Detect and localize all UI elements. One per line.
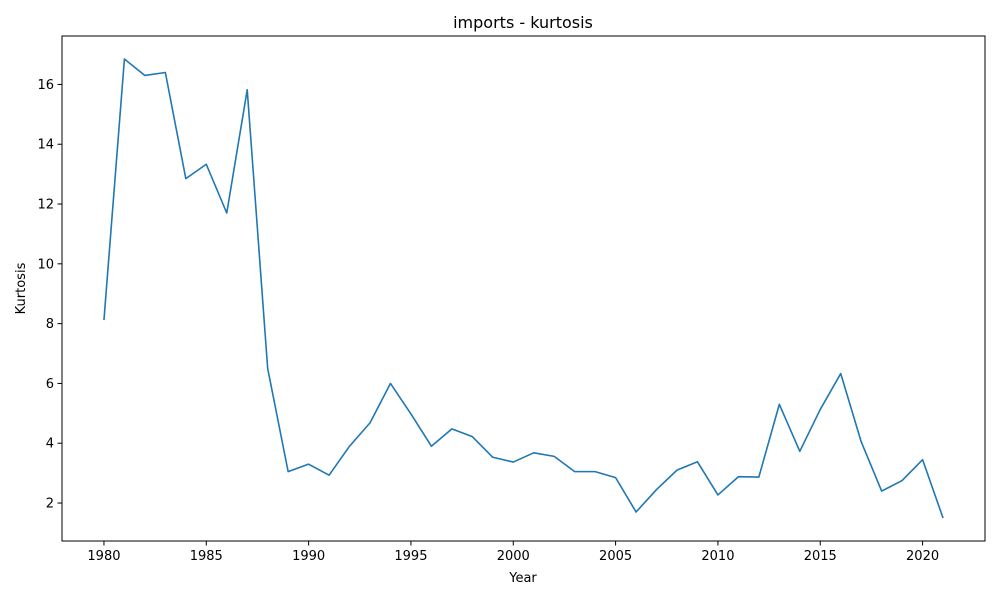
y-tick-label: 10 (37, 257, 54, 272)
x-tick-label: 2005 (599, 549, 632, 564)
x-tick-label: 1995 (394, 549, 427, 564)
y-axis-label: Kurtosis (14, 262, 29, 314)
y-tick-label: 6 (46, 377, 54, 392)
x-axis: 1980 1985 1990 1995 2000 2005 2010 2015 2020 (87, 541, 939, 564)
y-tick-label: 16 (37, 78, 54, 93)
x-tick-label: 2000 (497, 549, 530, 564)
x-tick-label: 2010 (701, 549, 734, 564)
plot-frame (61, 35, 986, 542)
x-tick-label: 1985 (190, 549, 223, 564)
x-tick-label: 1990 (292, 549, 325, 564)
x-tick-label: 2015 (804, 549, 837, 564)
y-axis: 2 4 6 8 10 12 14 16 (37, 78, 62, 512)
chart-title: imports - kurtosis (453, 13, 593, 32)
y-tick-label: 14 (37, 138, 54, 153)
y-tick-label: 12 (37, 198, 54, 213)
y-tick-label: 2 (46, 497, 54, 512)
plot-marks (103, 58, 944, 519)
y-tick-label: 4 (46, 437, 54, 452)
x-tick-label: 2020 (906, 549, 939, 564)
x-tick-label: 1980 (87, 549, 120, 564)
series-line (103, 58, 944, 519)
x-axis-label: Year (508, 571, 537, 586)
y-tick-label: 8 (46, 317, 54, 332)
